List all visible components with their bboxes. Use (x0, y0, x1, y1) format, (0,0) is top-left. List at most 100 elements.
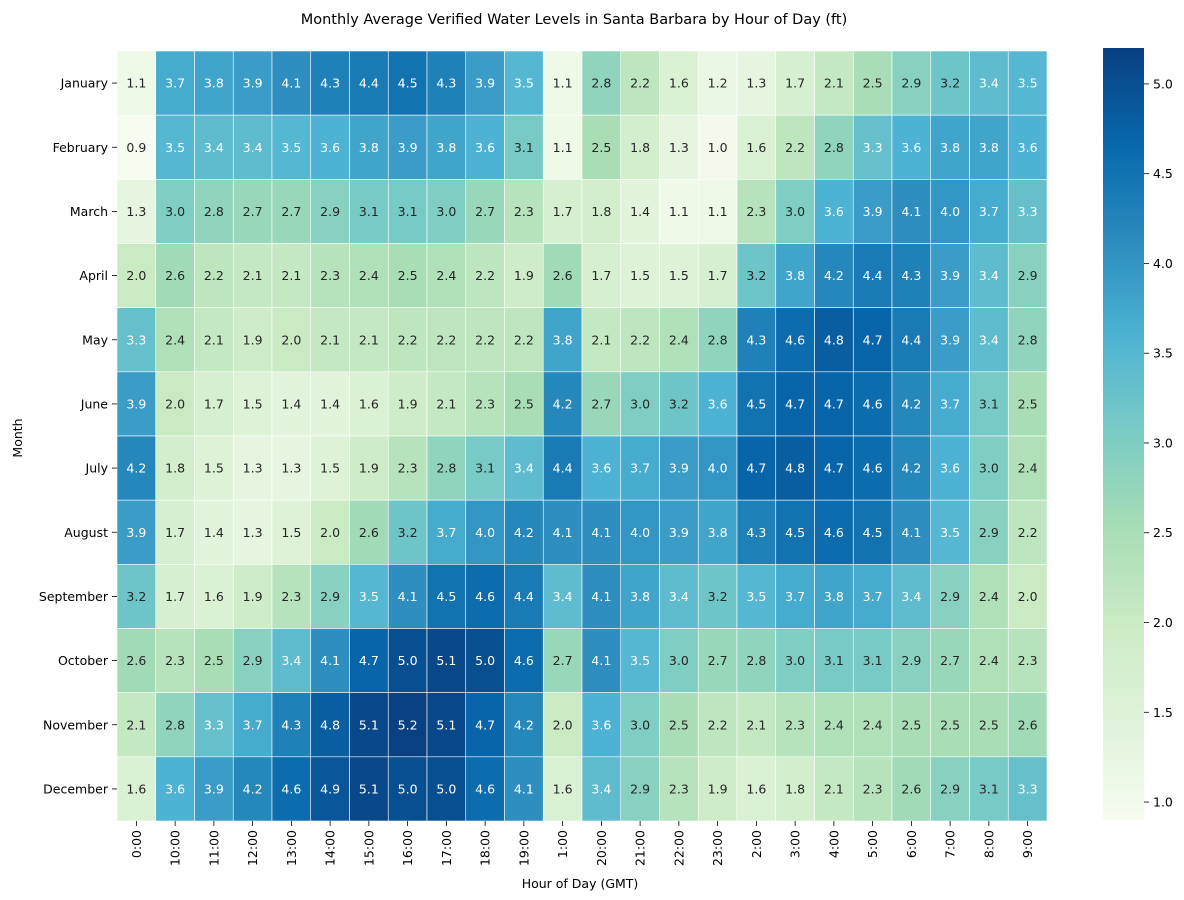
heatmap-cell (814, 499, 854, 565)
cell-value-label: 2.8 (824, 140, 844, 155)
heatmap-cell (426, 371, 467, 437)
heatmap-cell (969, 692, 1009, 758)
heatmap-cell (891, 692, 932, 758)
cell-value-label: 3.8 (785, 268, 805, 283)
cell-value-label: 2.9 (630, 781, 650, 796)
cell-value-label: 2.8 (708, 332, 728, 347)
heatmap-cell (852, 243, 893, 308)
heatmap-cell (775, 50, 815, 116)
heatmap-cell (504, 756, 544, 822)
heatmap-cell (232, 435, 273, 501)
cell-value-label: 3.6 (824, 204, 844, 219)
heatmap-cell (775, 435, 815, 501)
heatmap-cell (891, 628, 932, 693)
cell-value-label: 2.4 (863, 717, 883, 732)
heatmap-cell (465, 50, 505, 116)
heatmap-cell (969, 307, 1009, 373)
x-tick-label: 1:00 (555, 830, 570, 858)
cell-value-label: 0.9 (126, 140, 146, 155)
heatmap-cell (697, 692, 738, 758)
x-axis-label: Hour of Day (GMT) (522, 876, 639, 891)
heatmap-cell (504, 179, 544, 244)
cell-value-label: 2.6 (126, 653, 146, 668)
heatmap-cell (271, 692, 312, 758)
cell-value-label: 5.1 (359, 717, 379, 732)
heatmap-cell (697, 179, 738, 244)
heatmap-cell (349, 243, 389, 308)
cell-value-label: 4.5 (863, 525, 883, 540)
heatmap-cell (930, 179, 970, 244)
colorbar-tick-label: 1.0 (1153, 795, 1173, 810)
cell-value-label: 4.7 (785, 396, 805, 411)
heatmap-cell (581, 435, 622, 501)
cell-value-label: 4.8 (824, 332, 844, 347)
heatmap-cell (930, 564, 970, 629)
cell-value-label: 3.6 (901, 140, 921, 155)
heatmap-cell (891, 499, 932, 565)
heatmap-cell (659, 114, 699, 180)
heatmap-cell (271, 628, 312, 693)
cell-value-label: 1.6 (553, 781, 573, 796)
heatmap-cell (775, 179, 815, 244)
heatmap-cell (697, 435, 738, 501)
cell-value-label: 3.9 (204, 781, 224, 796)
cell-value-label: 3.1 (398, 204, 418, 219)
cell-value-label: 2.5 (940, 717, 960, 732)
cell-value-label: 4.7 (359, 653, 379, 668)
cell-value-label: 1.4 (204, 525, 224, 540)
cell-value-label: 4.7 (824, 396, 844, 411)
cell-value-label: 4.6 (281, 781, 301, 796)
y-tick-label: January (60, 76, 109, 91)
cell-value-label: 2.2 (785, 140, 805, 155)
heatmap-cell (620, 371, 660, 437)
heatmap-cell (852, 756, 893, 822)
cell-value-label: 3.8 (630, 589, 650, 604)
colorbar (1103, 48, 1144, 820)
cell-value-label: 1.3 (669, 140, 689, 155)
cell-value-label: 2.4 (1018, 461, 1038, 476)
heatmap-cell (232, 564, 273, 629)
cell-value-label: 4.2 (901, 461, 921, 476)
cell-value-label: 4.7 (746, 461, 766, 476)
cell-value-label: 2.8 (165, 717, 185, 732)
heatmap-cell (775, 564, 815, 629)
y-tick-label: February (53, 140, 109, 155)
cell-value-label: 2.7 (708, 653, 728, 668)
cell-value-label: 1.2 (708, 76, 728, 91)
cell-value-label: 2.1 (320, 332, 340, 347)
cell-value-label: 3.2 (746, 268, 766, 283)
heatmap-cell (504, 692, 544, 758)
cell-value-label: 2.9 (901, 653, 921, 668)
y-tick-label: August (64, 525, 108, 540)
heatmap-cell (194, 628, 234, 693)
cell-value-label: 1.6 (126, 781, 146, 796)
heatmap-cell (1007, 307, 1048, 373)
heatmap-cell (697, 114, 738, 180)
cell-value-label: 2.5 (669, 717, 689, 732)
cell-value-label: 2.2 (475, 332, 495, 347)
cell-value-label: 3.1 (979, 781, 999, 796)
cell-value-label: 2.1 (436, 396, 456, 411)
cell-value-label: 3.3 (1018, 781, 1038, 796)
cell-value-label: 2.6 (1018, 717, 1038, 732)
heatmap-cell (116, 243, 157, 308)
heatmap-cell (116, 114, 157, 180)
cell-value-label: 3.5 (359, 589, 379, 604)
cell-value-label: 2.3 (1018, 653, 1038, 668)
heatmap-cell (310, 499, 350, 565)
cell-value-label: 2.5 (204, 653, 224, 668)
y-tick-label: April (79, 268, 108, 283)
cell-value-label: 1.7 (553, 204, 573, 219)
cell-value-label: 3.6 (165, 781, 185, 796)
heatmap-cell (620, 564, 660, 629)
heatmap-cell (271, 179, 312, 244)
cell-value-label: 3.8 (436, 140, 456, 155)
cell-value-label: 2.0 (553, 717, 573, 732)
heatmap-cell (814, 114, 854, 180)
cell-value-label: 4.1 (591, 589, 611, 604)
cell-value-label: 4.4 (863, 268, 883, 283)
heatmap-cell (620, 499, 660, 565)
cell-value-label: 2.4 (979, 589, 999, 604)
heatmap-cell (775, 692, 815, 758)
